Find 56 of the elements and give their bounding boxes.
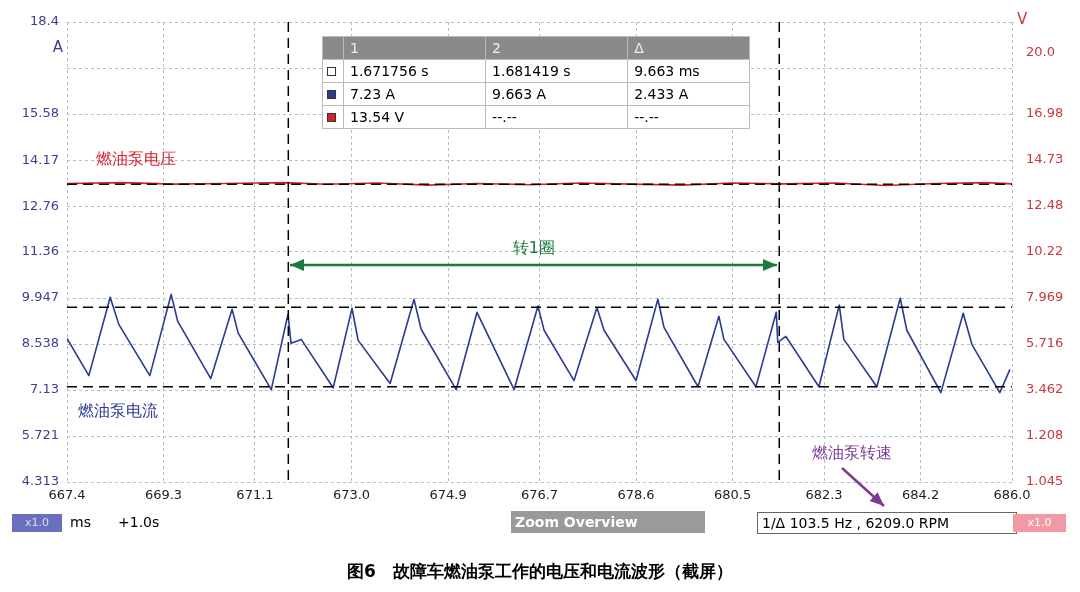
- annotation: 2.433 A: [627, 82, 750, 106]
- y2-tick-label: 16.98: [1026, 105, 1064, 121]
- text: 1/Δ 103.5 Hz , 6209.0 RPM: [762, 515, 950, 531]
- text: 图6 故障车燃油泵工作的电压和电流波形（截屏）: [346, 560, 734, 583]
- x-tick-label: 678.6: [617, 487, 655, 503]
- x-axis-title: ms: [70, 514, 91, 530]
- x-tick-label: 684.2: [901, 487, 940, 503]
- y-tick-label: 9.947: [21, 289, 59, 305]
- x-tick-label: 671.1: [236, 487, 274, 503]
- annotation: 燃油泵转速: [812, 443, 892, 464]
- y2-tick-label: 12.48: [1026, 197, 1064, 213]
- x-tick-label: 674.9: [429, 487, 467, 503]
- y-tick-label: 15.58: [21, 105, 59, 121]
- annotation: Δ: [627, 36, 750, 60]
- y-tick-label: 14.17: [21, 151, 59, 167]
- text: Zoom Overview: [511, 511, 705, 533]
- y2-tick-label: 3.462: [1026, 381, 1064, 397]
- x-tick-label: 673.0: [332, 487, 371, 503]
- series-label: 燃油泵电压: [96, 149, 176, 168]
- y-tick-label: 7.13: [30, 381, 59, 397]
- x-tick-label: 686.0: [993, 487, 1031, 503]
- y-tick-label: 4.313: [21, 473, 59, 489]
- y-tick-label: 11.36: [21, 243, 59, 259]
- x-tick-label: 676.7: [520, 487, 559, 503]
- text: x1.0: [12, 514, 62, 532]
- text: x1.0: [1013, 514, 1066, 532]
- x-tick-label: 667.4: [48, 487, 86, 503]
- y-tick-label: 8.538: [21, 335, 59, 351]
- y-tick-label: 12.76: [21, 197, 59, 213]
- y2-tick-label: 5.716: [1026, 335, 1064, 351]
- x-tick-label: 669.3: [144, 487, 183, 503]
- y2-tick-label: 7.969: [1026, 289, 1064, 305]
- annotation: 1.681419 s: [485, 59, 628, 83]
- y2-tick-label: 1.208: [1026, 427, 1064, 443]
- annotation: 9.663 A: [485, 82, 628, 106]
- annotation: 1: [343, 36, 486, 60]
- y-axis-title: A: [52, 38, 64, 56]
- annotation: --.--: [485, 105, 628, 129]
- y2-tick-label: 14.73: [1026, 151, 1064, 167]
- y-tick-label: 18.4: [30, 13, 59, 29]
- text: +1.0s: [118, 514, 160, 530]
- annotation: 7.23 A: [343, 82, 486, 106]
- annotation: 2: [485, 36, 628, 60]
- annotation: 转1圈: [511, 238, 556, 259]
- y2-tick-label: 10.22: [1026, 243, 1064, 259]
- annotation: --.--: [627, 105, 750, 129]
- x-tick-label: 682.3: [805, 487, 843, 503]
- y-tick-label: 5.721: [21, 427, 59, 443]
- annotation: 9.663 ms: [627, 59, 750, 83]
- x-tick-label: 680.5: [713, 487, 752, 503]
- series-label: 燃油泵电流: [78, 401, 158, 420]
- y2-tick-label: 20.0: [1026, 43, 1055, 59]
- y2-axis-title: V: [1017, 10, 1028, 28]
- annotation: 1.671756 s: [343, 59, 486, 83]
- annotation: 13.54 V: [343, 105, 486, 129]
- y2-tick-label: 1.045: [1026, 473, 1064, 489]
